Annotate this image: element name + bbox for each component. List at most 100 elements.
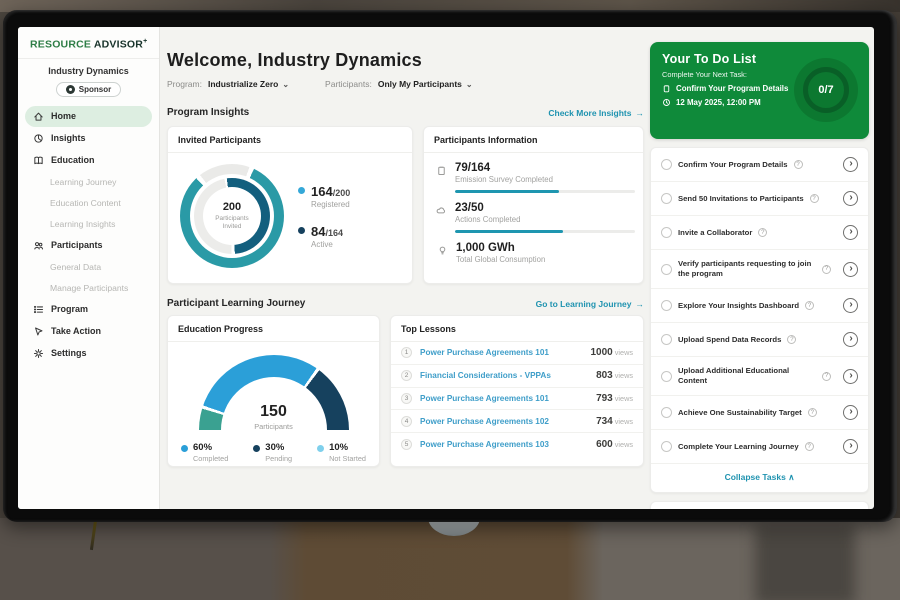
task-checkbox[interactable] [661,227,672,238]
sidebar-item-label: Participants [51,240,103,250]
task-item[interactable]: Confirm Your Program Details ? › [651,148,868,182]
task-item[interactable]: Complete Your Learning Journey ? › [651,430,868,464]
task-chevron-button[interactable]: › [843,368,858,384]
card-title: Invited Participants [168,127,412,153]
task-item[interactable]: Explore Your Insights Dashboard ? › [651,289,868,323]
lesson-link[interactable]: Power Purchase Agreements 101 [420,393,549,403]
legend-item-active: 84/164 Active [298,224,350,249]
participants-information-card: Participants Information 79/164 Emission… [423,126,644,284]
card-title: Participants Information [424,127,643,153]
recent-news-card: Recent News [650,501,869,509]
task-checkbox[interactable] [661,370,672,382]
sponsor-icon [65,84,75,94]
check-more-insights-link[interactable]: Check More Insights → [548,108,644,118]
task-label: Send 50 Invitations to Participants [678,193,804,203]
todo-task-list: Confirm Your Program Details ? › Send 50… [650,147,869,493]
views-count: 1000 [590,347,613,359]
filters-bar: Program: Industrialize Zero ⌄ Participan… [167,79,644,89]
info-icon: ? [793,160,803,169]
collapse-tasks-link[interactable]: Collapse Tasks ∧ [651,464,868,492]
lesson-row: 2 Financial Considerations - VPPAs 803 vi… [391,365,643,388]
task-checkbox[interactable] [661,334,672,345]
rank-badge: 1 [401,347,412,359]
go-to-learning-journey-link[interactable]: Go to Learning Journey → [536,299,644,309]
task-item[interactable]: Invite a Collaborator ? › [651,216,868,250]
legend-label: Not Started [329,454,366,463]
gauge-center: 150 Participants [199,403,349,431]
task-chevron-button[interactable]: › [843,332,858,347]
task-checkbox[interactable] [661,193,672,204]
task-item[interactable]: Upload Spend Data Records ? › [651,323,868,357]
task-item[interactable]: Send 50 Invitations to Participants ? › [651,182,868,216]
sidebar-item-label: Insights [51,133,86,143]
insights-cards-row: Invited Participants 200 Participants In… [167,126,644,284]
card-title: Top Lessons [391,316,643,342]
task-checkbox[interactable] [661,441,672,452]
sidebar-item-insights[interactable]: Insights [25,128,152,149]
education-gauge-chart: 150 Participants [198,355,349,431]
sponsor-badge[interactable]: Sponsor [55,81,122,97]
task-chevron-button[interactable]: › [843,157,858,172]
registered-dot-icon [298,186,305,194]
participants-select-value: Only My Participants [377,79,462,89]
legend-pct: 60% [193,442,213,453]
lesson-link[interactable]: Power Purchase Agreements 101 [420,348,549,358]
sidebar-item-learning-journey[interactable]: Learning Journey [25,172,152,192]
program-select[interactable]: Industrialize Zero ⌄ [208,79,289,89]
task-checkbox[interactable] [661,263,672,275]
sidebar-item-settings[interactable]: Settings [25,343,152,364]
card-title: Recent News [651,502,868,509]
task-chevron-button[interactable]: › [843,191,858,206]
sidebar-item-manage-participants[interactable]: Manage Participants [25,278,152,298]
task-chevron-button[interactable]: › [843,298,858,313]
sidebar-item-program[interactable]: Program [25,299,152,320]
participants-select[interactable]: Only My Participants ⌄ [378,79,473,89]
list-icon [33,304,44,315]
stat-label: Actions Completed [455,215,521,224]
invited-participants-card: Invited Participants 200 Participants In… [167,126,413,284]
sidebar-item-take-action[interactable]: Take Action [25,321,152,342]
top-lessons-card: Top Lessons 1 Power Purchase Agreements … [390,315,644,467]
rank-badge: 5 [401,438,412,450]
task-item[interactable]: Verify participants requesting to join t… [651,250,868,289]
sidebar-item-education[interactable]: Education [25,150,152,171]
link-label: Go to Learning Journey [535,299,632,309]
brand-logo-plus: + [143,38,148,45]
monitor-bezel: RESOURCE ADVISOR+ Industry Dynamics Spon… [3,10,897,522]
legend-pct: 10% [329,442,349,453]
task-checkbox[interactable] [661,159,672,170]
lesson-link[interactable]: Power Purchase Agreements 102 [420,416,549,426]
task-label: Invite a Collaborator [678,227,753,237]
sidebar-item-home[interactable]: Home [25,105,152,127]
todo-due-label: 12 May 2025, 12:00 PM [676,98,761,107]
task-item[interactable]: Upload Additional Educational Content ? … [651,357,868,396]
task-item[interactable]: Achieve One Sustainability Target ? › [651,396,868,430]
legend-pct: 30% [265,442,285,453]
pending-dot-icon [253,445,261,452]
lesson-link[interactable]: Power Purchase Agreements 103 [420,439,549,449]
sidebar-item-participants[interactable]: Participants [25,235,152,256]
sidebar-item-label: Settings [51,348,87,358]
learning-journey-title: Participant Learning Journey [167,298,306,309]
task-chevron-button[interactable]: › [843,439,858,454]
gauge-arc [198,355,349,431]
task-checkbox[interactable] [661,407,672,418]
todo-counter: 0/7 [803,67,849,113]
legend-item-pending: 30% Pending [253,442,292,463]
sidebar-item-label: Program [51,304,89,314]
stat-label: Emission Survey Completed [455,175,553,184]
insights-icon [33,133,44,144]
task-chevron-button[interactable]: › [843,261,858,277]
sidebar-item-general-data[interactable]: General Data [25,257,152,277]
not-started-dot-icon [317,445,325,452]
lesson-link[interactable]: Financial Considerations - VPPAs [420,371,551,381]
task-checkbox[interactable] [661,300,672,311]
home-icon [33,111,44,122]
progress-fill [455,190,560,193]
sidebar-item-learning-insights[interactable]: Learning Insights [25,214,152,234]
task-chevron-button[interactable]: › [843,405,858,420]
sidebar-item-education-content[interactable]: Education Content [25,193,152,213]
active-dot-icon [298,226,305,234]
task-chevron-button[interactable]: › [843,225,858,240]
